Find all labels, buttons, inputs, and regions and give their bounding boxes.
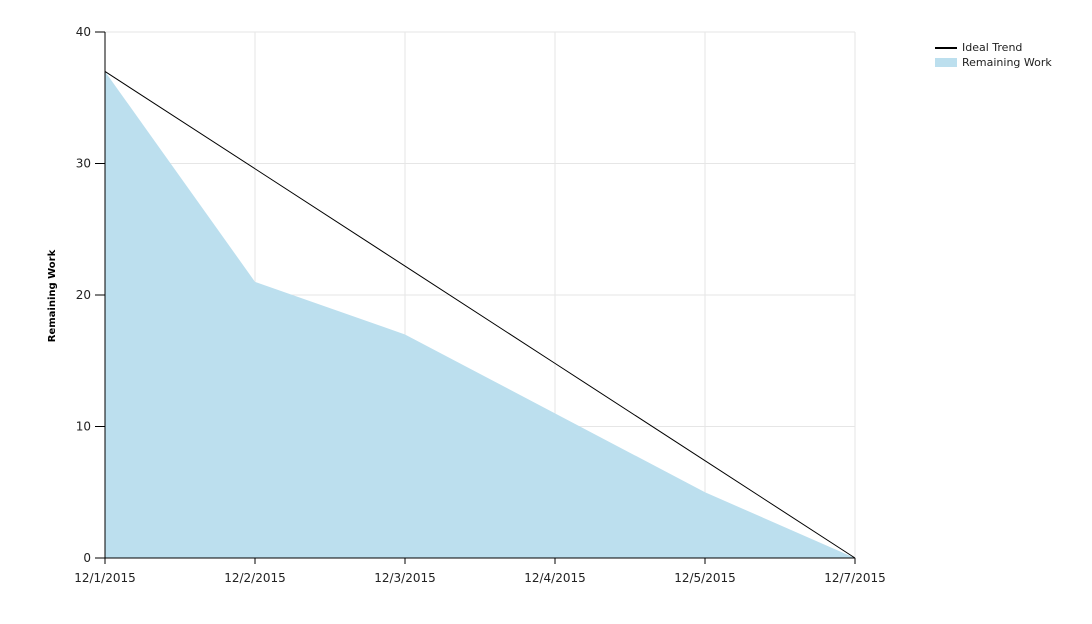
axis-layer: 0 10 20 30 40 12/1/2015 12/2/2015 12/3/2015 12/4… [74, 25, 886, 585]
x-tick-label: 12/2/2015 [224, 571, 286, 585]
series-line-ideal-trend[interactable] [104, 71, 856, 559]
legend-item-remaining-work[interactable]: Remaining Work [935, 55, 1052, 70]
y-tick-label: 10 [76, 420, 91, 434]
legend-label: Remaining Work [962, 56, 1052, 69]
series-area-remaining-work[interactable] [105, 71, 855, 558]
x-tick-label: 12/5/2015 [674, 571, 736, 585]
y-axis-title: Remaining Work [47, 249, 58, 342]
legend: Ideal Trend Remaining Work [935, 40, 1052, 70]
legend-label: Ideal Trend [962, 41, 1023, 54]
x-tick-label: 12/3/2015 [374, 571, 436, 585]
area-layer [105, 71, 855, 558]
legend-swatch-line [935, 46, 957, 49]
y-tick-label: 40 [76, 25, 91, 39]
x-tick-label: 12/7/2015 [824, 571, 886, 585]
y-tick-label: 30 [76, 157, 91, 171]
line-layer [104, 71, 856, 559]
x-tick-label: 12/1/2015 [74, 571, 136, 585]
y-tick-label: 20 [76, 288, 91, 302]
legend-swatch-area [935, 58, 957, 67]
x-tick-label: 12/4/2015 [524, 571, 586, 585]
legend-item-ideal-trend[interactable]: Ideal Trend [935, 40, 1052, 55]
y-tick-label: 0 [83, 551, 91, 565]
